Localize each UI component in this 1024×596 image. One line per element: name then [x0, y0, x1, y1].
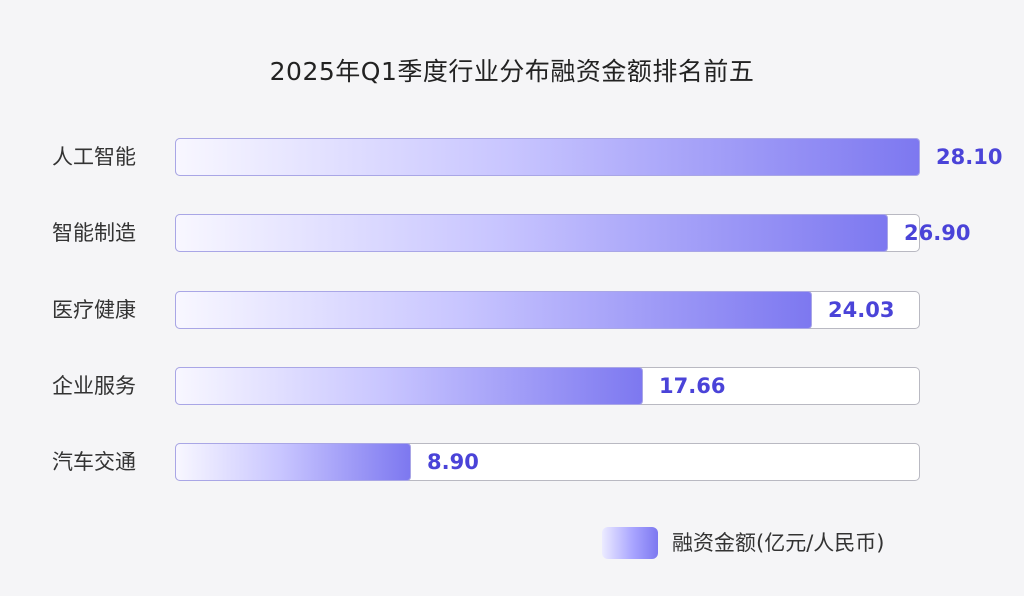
category-label: 智能制造	[52, 221, 136, 245]
bar	[175, 367, 643, 405]
value-label: 26.90	[904, 221, 971, 245]
bar	[175, 291, 812, 329]
bar-row: 汽车交通 8.90	[0, 442, 1024, 482]
value-label: 17.66	[659, 374, 726, 398]
category-label: 企业服务	[52, 374, 136, 398]
category-label: 汽车交通	[52, 450, 136, 474]
value-label: 24.03	[828, 298, 895, 322]
category-label: 人工智能	[52, 145, 136, 169]
bar	[175, 443, 411, 481]
bar-row: 人工智能 28.10	[0, 137, 1024, 177]
legend-label: 融资金额(亿元/人民币)	[672, 531, 885, 555]
value-label: 28.10	[936, 145, 1003, 169]
value-label: 8.90	[427, 450, 479, 474]
chart-title: 2025年Q1季度行业分布融资金额排名前五	[269, 57, 755, 86]
bar-row: 医疗健康 24.03	[0, 290, 1024, 330]
category-label: 医疗健康	[52, 298, 136, 322]
bar-row: 企业服务 17.66	[0, 366, 1024, 406]
bar	[175, 214, 888, 252]
bar	[175, 138, 920, 176]
bar-row: 智能制造 26.90	[0, 213, 1024, 253]
legend-swatch	[602, 527, 658, 559]
